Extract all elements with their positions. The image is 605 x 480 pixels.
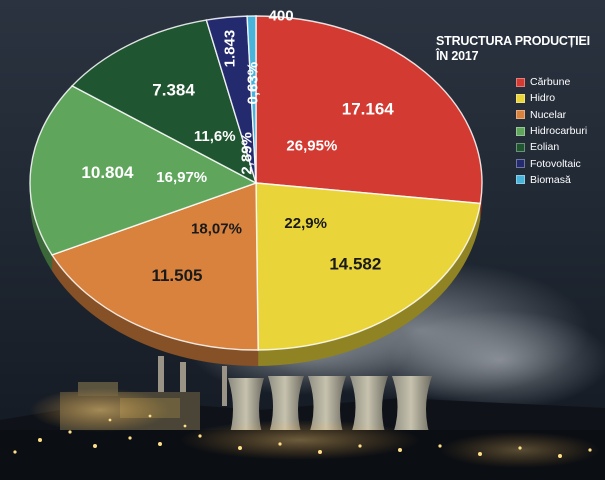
legend-swatch-eolian — [516, 142, 525, 152]
legend-label-hidrocarburi: Hidrocarburi — [530, 125, 588, 138]
legend-item-hidro: Hidro — [516, 90, 601, 106]
pie-edge-nucelar — [52, 254, 259, 366]
data-label-percent-biomasa: 0,63% — [245, 62, 262, 105]
pie-slice-eolian — [71, 19, 258, 185]
legend-swatch-biomasa — [516, 175, 525, 185]
legend-swatch-hidro — [516, 93, 525, 103]
chart-subtitle: ÎN 2017 — [436, 49, 479, 63]
data-label-percent-hidro: 22,9% — [284, 215, 327, 232]
data-label-value-hidro: 14.582 — [329, 255, 381, 274]
legend-label-carbune: Cărbune — [530, 76, 571, 89]
pie-slices — [29, 15, 483, 351]
legend-item-nucelar: Nucelar — [516, 107, 601, 123]
legend-item-carbune: Cărbune — [516, 74, 601, 90]
pie-edge-hidrocarburi — [30, 183, 53, 271]
data-label-percent-hidrocarburi: 16,97% — [156, 169, 207, 186]
pie-slice-hidro — [255, 182, 482, 351]
legend-label-eolian: Eolian — [530, 141, 560, 154]
legend-swatch-fotovoltaic — [516, 159, 525, 169]
pie-slice-nucelar — [50, 182, 259, 351]
legend-items: Cărbune Hidro Nucelar Hidrocarburi Eolian Fot… — [436, 74, 601, 188]
data-label-value-carbune: 17.164 — [342, 99, 395, 118]
legend-item-eolian: Eolian — [516, 139, 601, 155]
legend-swatch-carbune — [516, 77, 525, 87]
chart-title: STRUCTURA PRODUCȚIEI — [436, 34, 590, 48]
pie-slice-hidrocarburi — [29, 84, 258, 256]
legend-label-biomasa: Biomasă — [530, 173, 571, 186]
legend-swatch-hidrocarburi — [516, 126, 525, 136]
data-label-value-biomasa: 400 — [269, 8, 294, 25]
legend-item-biomasa: Biomasă — [516, 172, 601, 188]
data-label-value-hidrocarburi: 10.804 — [81, 163, 134, 182]
pie-labels: 17.164 26,95% 14.582 22,9% 11.505 18,07% 10.80… — [81, 8, 394, 285]
legend-label-nucelar: Nucelar — [530, 108, 567, 121]
data-label-percent-eolian: 11,6% — [194, 128, 236, 145]
legend: STRUCTURA PRODUCȚIEI ÎN 2017 Cărbune Hidr… — [436, 34, 601, 188]
data-label-value-eolian: 7.384 — [152, 81, 195, 100]
data-label-value-nucelar: 11.505 — [151, 266, 202, 285]
data-label-value-fotovoltaic: 1.843 — [222, 30, 239, 68]
pie-slice-carbune — [255, 15, 483, 205]
data-label-percent-fotovoltaic: 2,89% — [238, 132, 255, 175]
legend-label-hidro: Hidro — [530, 92, 556, 105]
legend-swatch-nucelar — [516, 110, 525, 120]
legend-item-fotovoltaic: Fotovoltaic — [516, 155, 601, 171]
pie-slice-biomasa — [246, 15, 257, 184]
legend-item-hidrocarburi: Hidrocarburi — [516, 123, 601, 139]
data-label-percent-carbune: 26,95% — [286, 137, 337, 154]
legend-label-fotovoltaic: Fotovoltaic — [530, 157, 581, 170]
data-label-percent-nucelar: 18,07% — [191, 221, 242, 238]
